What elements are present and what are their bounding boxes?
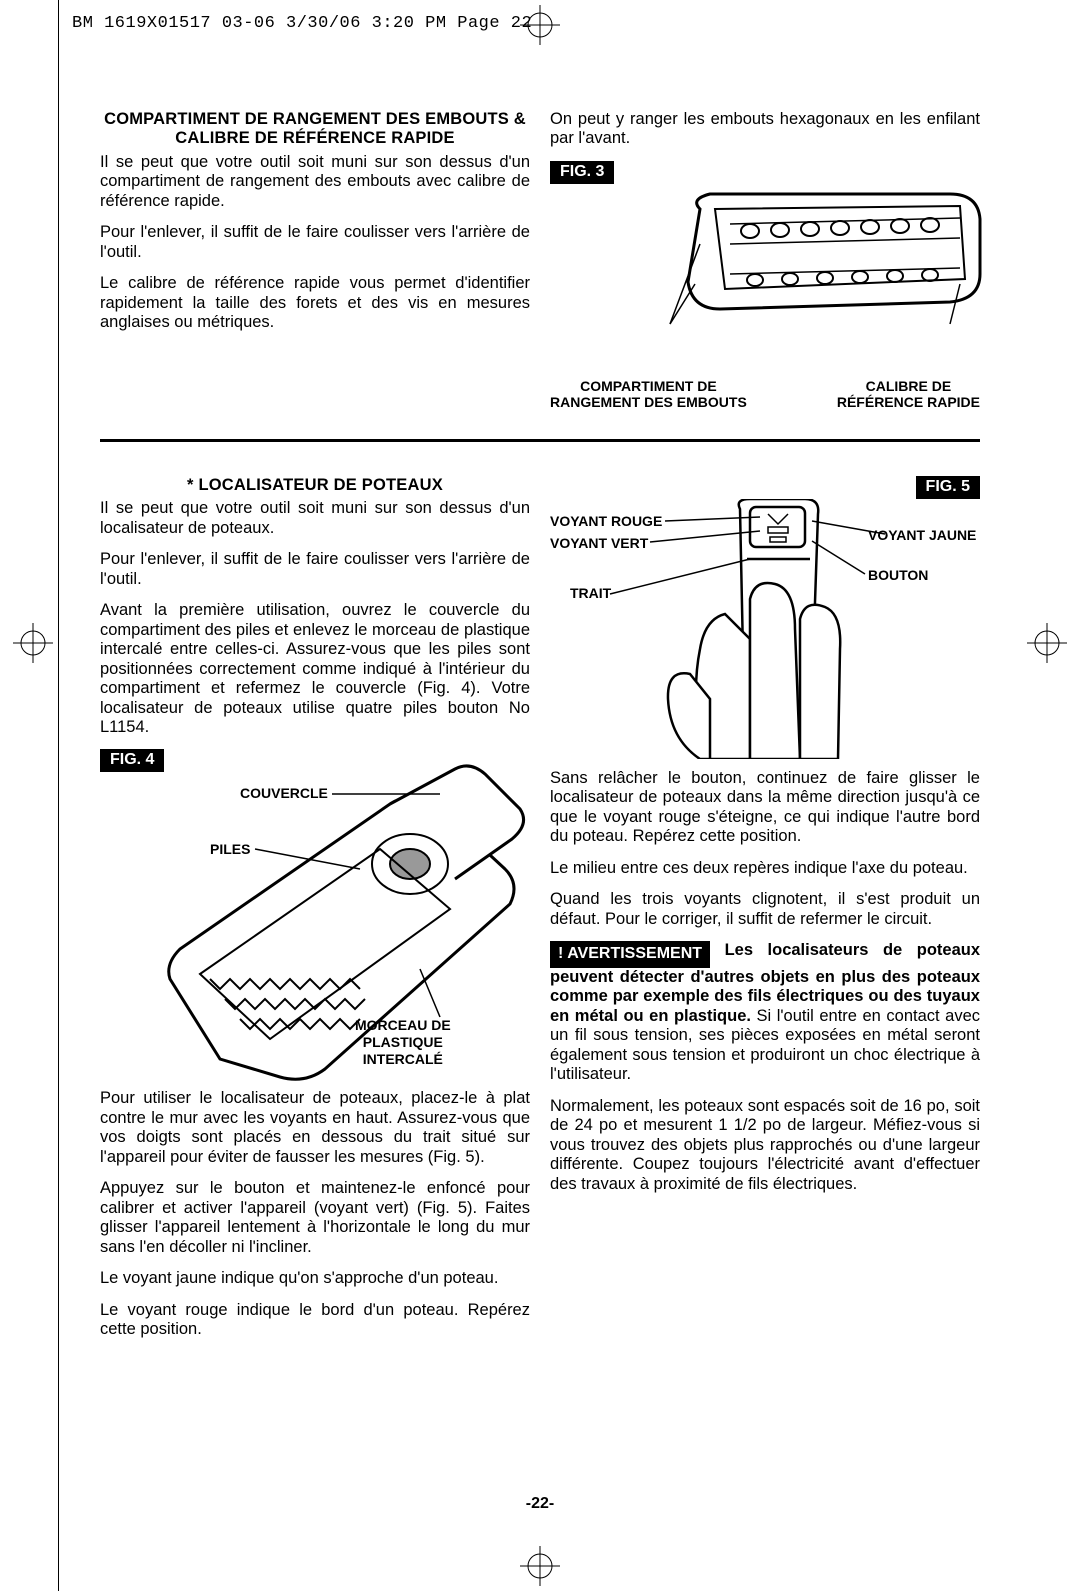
s2-p1: Il se peut que votre outil soit muni sur…: [100, 499, 530, 538]
s2-p3: Avant la première utilisation, ouvrez le…: [100, 601, 530, 737]
s2-p6: Le voyant jaune indique qu'on s'approche…: [100, 1269, 530, 1288]
fig5-callout-rouge: VOYANT ROUGE: [550, 513, 662, 530]
s2-pr3: Quand les trois voyants clignotent, il s…: [550, 890, 980, 929]
warning-paragraph: ! AVERTISSEMENT Les localisateurs de pot…: [550, 941, 980, 1085]
heading-line2: CALIBRE DE RÉFÉRENCE RAPIDE: [175, 129, 455, 147]
fig5-callout-vert: VOYANT VERT: [550, 535, 648, 552]
crop-mark-right-icon: [1027, 623, 1067, 663]
fig3-callout-left: COMPARTIMENT DE RANGEMENT DES EMBOUTS: [550, 378, 747, 411]
section-2-heading: * LOCALISATEUR DE POTEAUX: [100, 476, 530, 495]
section-1-right: On peut y ranger les embouts hexagonaux …: [550, 110, 980, 411]
page: BM 1619X01517 03-06 3/30/06 3:20 PM Page…: [0, 0, 1080, 1591]
s1-p2: Pour l'enlever, il suffit de le faire co…: [100, 223, 530, 262]
warning-label: AVERTISSEMENT: [567, 945, 702, 962]
heading-line1: COMPARTIMENT DE RANGEMENT DES EMBOUTS &: [104, 110, 526, 128]
section-2-left: * LOCALISATEUR DE POTEAUX Il se peut que…: [100, 476, 530, 1352]
fig3-container: FIG. 3: [550, 161, 980, 411]
warning-badge: ! AVERTISSEMENT: [550, 941, 710, 968]
section-divider: [100, 439, 980, 442]
section-2-right: FIG. 5: [550, 476, 980, 1352]
s2-p7: Le voyant rouge indique le bord d'un pot…: [100, 1301, 530, 1340]
fig5-callout-trait: TRAIT: [570, 585, 611, 602]
section-1: COMPARTIMENT DE RANGEMENT DES EMBOUTS & …: [100, 110, 980, 411]
s1-p3: Le calibre de référence rapide vous perm…: [100, 274, 530, 332]
s2-p4: Pour utiliser le localisateur de poteaux…: [100, 1089, 530, 1167]
fig4-callout-piles: PILES: [210, 841, 250, 858]
s2-pr1: Sans relâcher le bouton, continuez de fa…: [550, 769, 980, 847]
page-number: -22-: [0, 1495, 1080, 1513]
fig3-callout-right: CALIBRE DE RÉFÉRENCE RAPIDE: [837, 378, 980, 411]
crop-mark-left-icon: [13, 623, 53, 663]
s1-pr: On peut y ranger les embouts hexagonaux …: [550, 110, 980, 149]
fig3-label: FIG. 3: [550, 161, 614, 184]
section-2: * LOCALISATEUR DE POTEAUX Il se peut que…: [100, 476, 980, 1352]
section-1-heading: COMPARTIMENT DE RANGEMENT DES EMBOUTS & …: [100, 110, 530, 149]
fig4-callout-plastique: MORCEAU DE PLASTIQUE INTERCALÉ: [355, 1017, 451, 1067]
left-trim-line: [58, 0, 59, 1591]
s2-p5: Appuyez sur le bouton et maintenez-le en…: [100, 1179, 530, 1257]
s2-p2: Pour l'enlever, il suffit de le faire co…: [100, 550, 530, 589]
section-1-left: COMPARTIMENT DE RANGEMENT DES EMBOUTS & …: [100, 110, 530, 411]
fig5-label: FIG. 5: [916, 476, 980, 499]
s1-p1: Il se peut que votre outil soit muni sur…: [100, 153, 530, 211]
fig4-callout-couvercle: COUVERCLE: [240, 785, 328, 802]
fig5-callout-jaune: VOYANT JAUNE: [868, 527, 976, 544]
fig4-container: FIG. 4: [100, 749, 530, 1089]
fig5-container: VOYANT ROUGE VOYANT VERT TRAIT VOYANT JA…: [550, 499, 980, 769]
fig3-illustration-icon: [630, 184, 990, 334]
fig5-callout-bouton: BOUTON: [868, 567, 928, 584]
print-job-header: BM 1619X01517 03-06 3/30/06 3:20 PM Page…: [72, 14, 532, 33]
warning-icon: !: [558, 945, 563, 962]
s2-pr5: Normalement, les poteaux sont espacés so…: [550, 1097, 980, 1194]
s2-pr2: Le milieu entre ces deux repères indique…: [550, 859, 980, 878]
content-area: COMPARTIMENT DE RANGEMENT DES EMBOUTS & …: [100, 110, 980, 1352]
crop-mark-top-icon: [520, 5, 560, 45]
crop-mark-bottom-icon: [520, 1546, 560, 1586]
